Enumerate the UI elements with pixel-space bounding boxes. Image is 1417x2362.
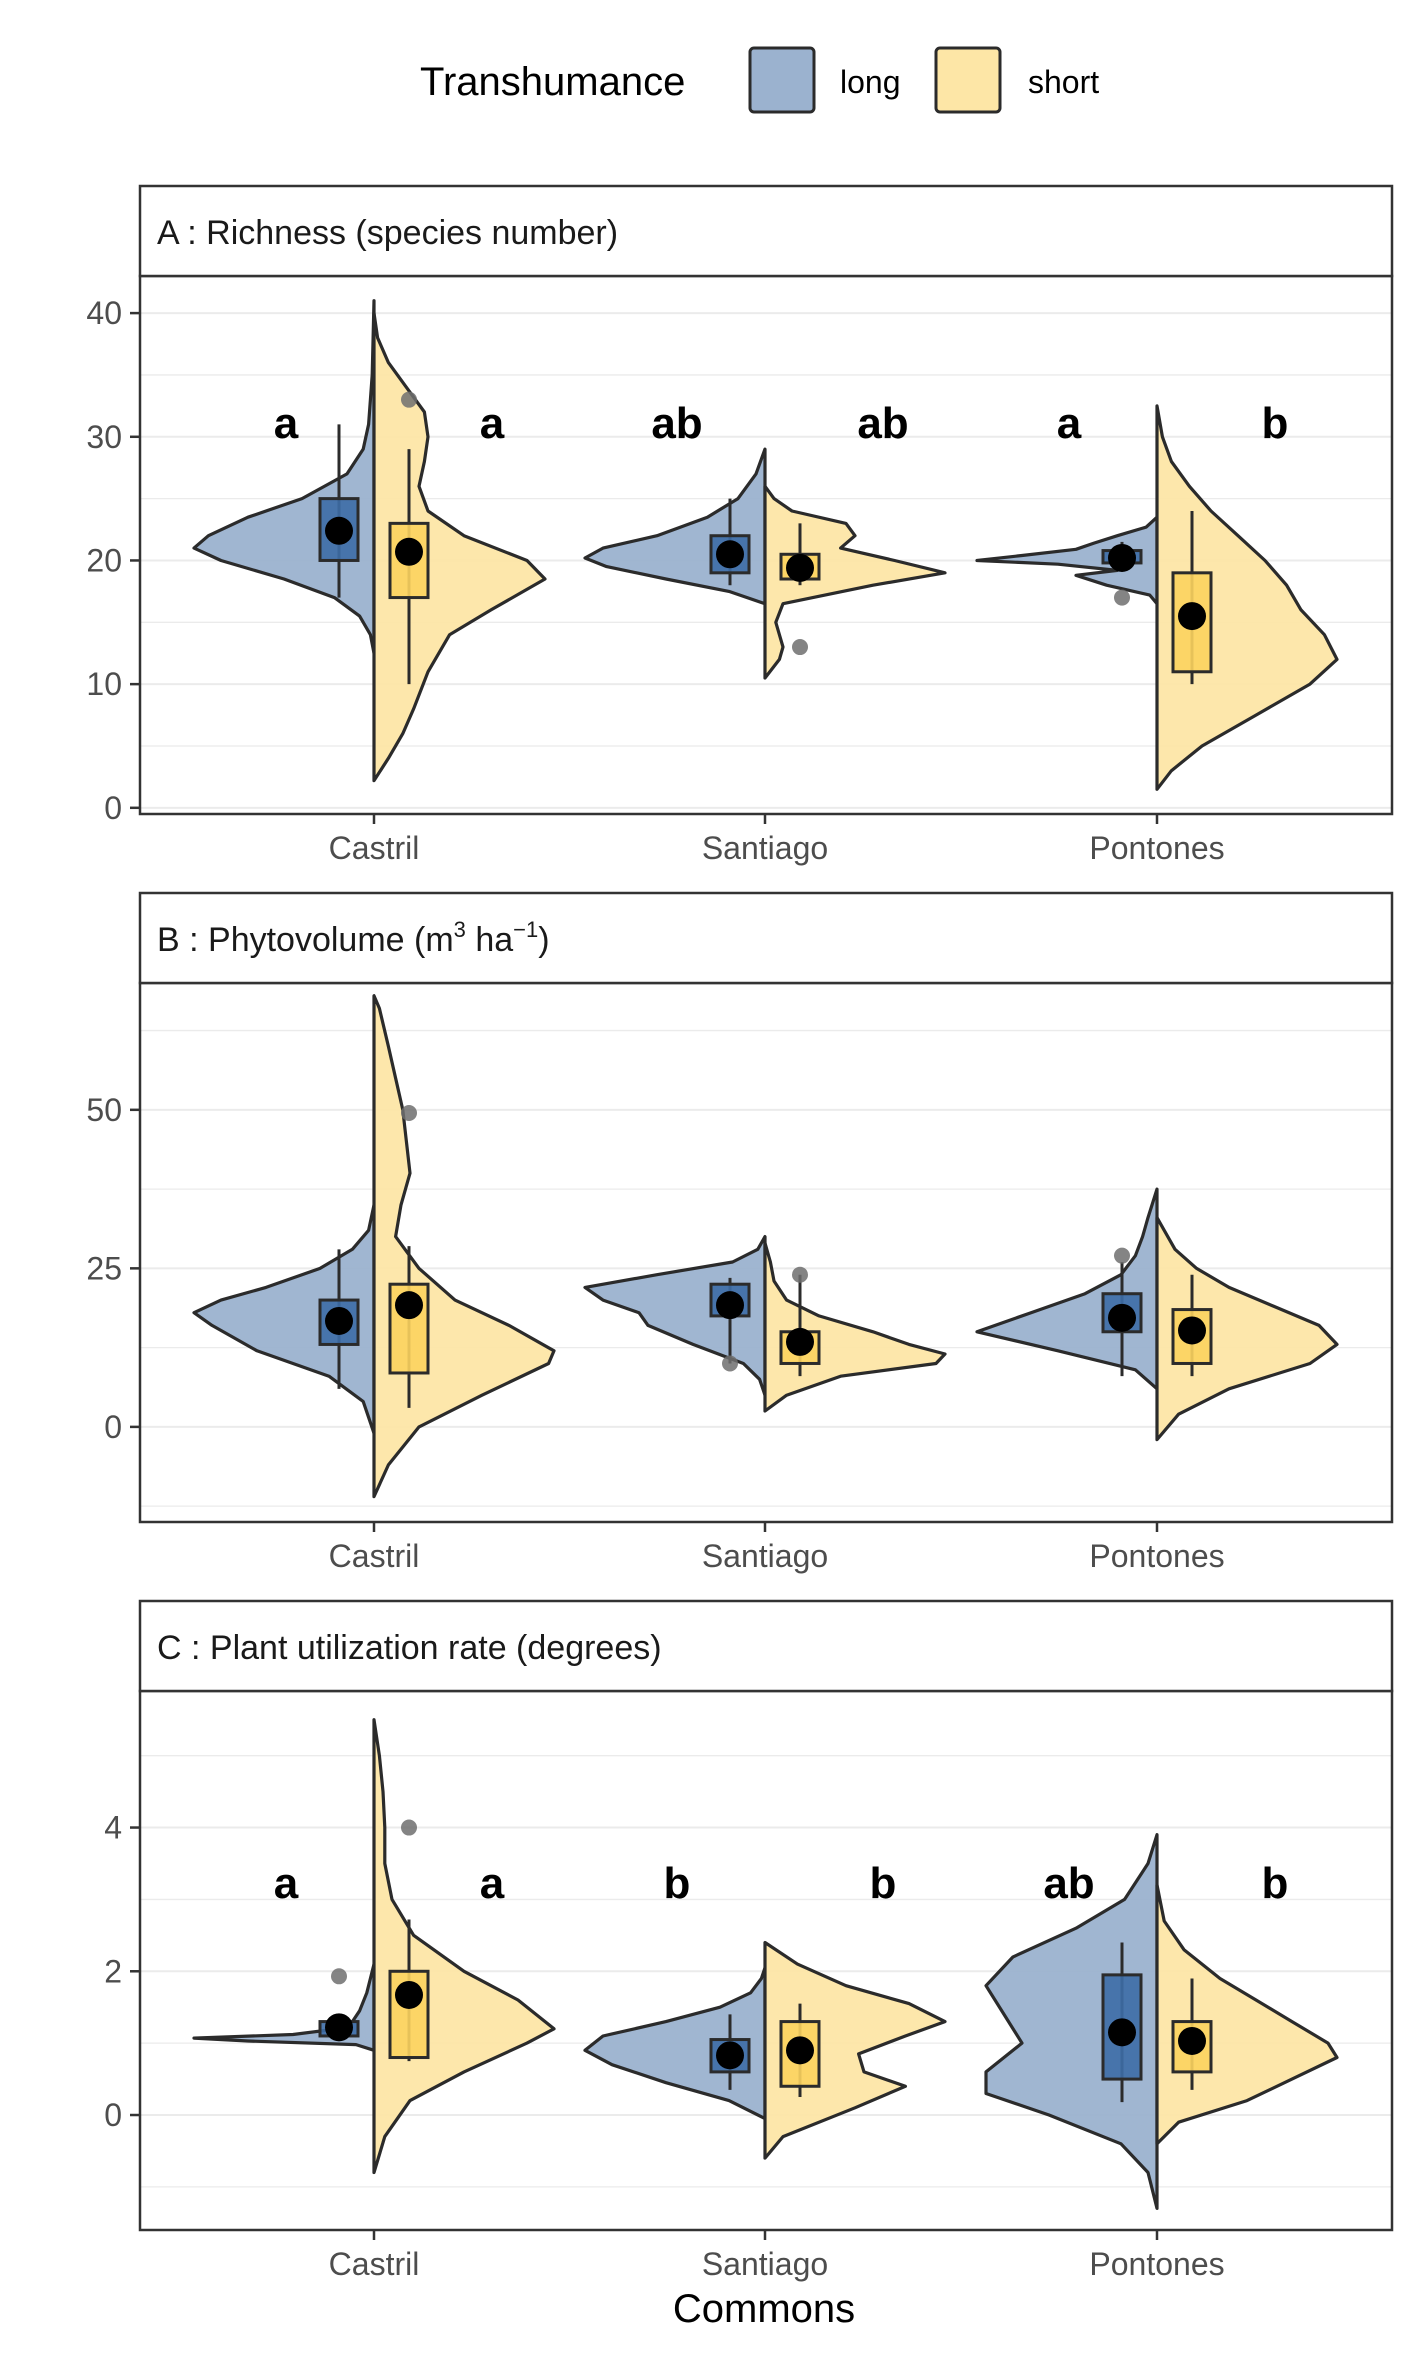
mean-point-short-pontones <box>1178 1316 1206 1345</box>
y-tick-label: 20 <box>86 542 122 578</box>
significance-letter: ab <box>1043 1859 1094 1908</box>
x-tick-label: Santiago <box>702 2246 828 2282</box>
x-tick-label: Santiago <box>702 830 828 866</box>
y-tick-label: 0 <box>104 790 122 826</box>
significance-letter: a <box>1057 399 1082 448</box>
violin-short-santiago <box>763 1241 947 1413</box>
violin-long-pontones <box>975 515 1159 606</box>
x-tick-label: Pontones <box>1089 1538 1224 1574</box>
violin-short-santiago <box>763 484 947 680</box>
mean-point-long-castril <box>325 1306 353 1335</box>
strip-background <box>138 184 1394 278</box>
violin-long-pontones <box>975 1187 1159 1391</box>
panel-C: a b aba b bC : Plant utilization rate (degre… <box>104 1599 1394 2282</box>
significance-letter: b <box>664 1859 691 1908</box>
significance-letter: a <box>274 399 299 448</box>
panels: a ab aa ab bA : Richness (species number)010… <box>86 184 1394 2282</box>
mean-point-short-santiago <box>786 1327 814 1356</box>
mean-point-long-pontones <box>1108 543 1136 572</box>
panel-B: B : Phytovolume (m3 ha−1) 0 25 50 Castril San… <box>86 891 1394 1574</box>
strip-label: C : Plant utilization rate (degrees) <box>157 1629 662 1667</box>
outlier-point <box>401 391 417 408</box>
legend-label-long: long <box>840 64 901 100</box>
outlier-point <box>401 1104 417 1121</box>
significance-letter: a <box>274 1859 299 1908</box>
outlier-point <box>792 639 808 656</box>
outlier-point <box>722 1355 738 1372</box>
mean-point-long-pontones <box>1108 1303 1136 1332</box>
mean-point-short-santiago <box>786 2036 814 2065</box>
violin-long-santiago <box>583 1966 767 2121</box>
mean-point-long-pontones <box>1108 2018 1136 2047</box>
y-tick-label: 40 <box>86 295 122 331</box>
violin-short-pontones <box>1155 1216 1339 1442</box>
outlier-point <box>331 1968 347 1985</box>
significance-letter: b <box>1262 1859 1289 1908</box>
violin-short-santiago <box>763 1940 947 2160</box>
significance-letter: ab <box>651 399 702 448</box>
outlier-point <box>1114 589 1130 606</box>
significance-letter: a <box>480 399 505 448</box>
mean-point-short-santiago <box>786 553 814 582</box>
strip-background <box>138 891 1394 985</box>
significance-letter: b <box>870 1859 897 1908</box>
significance-letter: ab <box>857 399 908 448</box>
violin-long-castril <box>192 299 376 655</box>
violin-long-pontones <box>984 1833 1159 2210</box>
legend-label-short: short <box>1028 64 1099 100</box>
y-tick-label: 0 <box>104 1409 122 1445</box>
violin-short-pontones <box>1155 404 1339 791</box>
y-tick-label: 4 <box>104 1810 122 1846</box>
y-tick-label: 30 <box>86 419 122 455</box>
mean-point-long-castril <box>325 516 353 545</box>
mean-point-short-castril <box>395 1980 423 2009</box>
strip-label: A : Richness (species number) <box>157 214 618 252</box>
violin-long-castril <box>192 1203 376 1435</box>
y-tick-label: 25 <box>86 1250 122 1286</box>
x-tick-label: Castril <box>329 830 420 866</box>
x-tick-label: Castril <box>329 1538 420 1574</box>
mean-point-long-santiago <box>716 1291 744 1320</box>
x-tick-label: Pontones <box>1089 2246 1224 2282</box>
x-axis-title: Commons <box>673 2287 855 2331</box>
y-tick-label: 50 <box>86 1092 122 1128</box>
legend-title: Transhumance <box>420 60 685 104</box>
mean-point-short-pontones <box>1178 602 1206 631</box>
mean-point-long-santiago <box>716 2041 744 2070</box>
significance-letter: b <box>1262 399 1289 448</box>
x-tick-label: Pontones <box>1089 830 1224 866</box>
violin-short-castril <box>372 1718 556 2175</box>
mean-point-long-castril <box>325 2013 353 2042</box>
x-tick-label: Santiago <box>702 1538 828 1574</box>
strip-label: B : Phytovolume (m3 ha−1) <box>157 917 550 959</box>
y-tick-label: 10 <box>86 666 122 702</box>
legend-key-short <box>934 46 1002 114</box>
y-tick-label: 2 <box>104 1953 122 1989</box>
outlier-point <box>1114 1247 1130 1264</box>
mean-point-short-castril <box>395 1291 423 1320</box>
panel-A: a ab a a ab b A : Richness (species number) 0 10… <box>86 184 1394 866</box>
y-tick-label: 0 <box>104 2097 122 2133</box>
mean-point-short-castril <box>395 537 423 566</box>
violin-long-santiago <box>583 1235 767 1397</box>
x-tick-label: Castril <box>329 2246 420 2282</box>
mean-point-long-santiago <box>716 540 744 569</box>
outlier-point <box>401 1819 417 1836</box>
strip-background <box>138 1599 1394 1693</box>
significance-letter: a <box>480 1859 505 1908</box>
violin-short-castril <box>372 311 547 783</box>
violin-short-pontones <box>1155 1883 1339 2146</box>
mean-point-short-pontones <box>1178 2026 1206 2055</box>
legend: Transhumance long short <box>420 46 1099 114</box>
legend-key-long <box>748 46 816 114</box>
outlier-point <box>792 1266 808 1283</box>
